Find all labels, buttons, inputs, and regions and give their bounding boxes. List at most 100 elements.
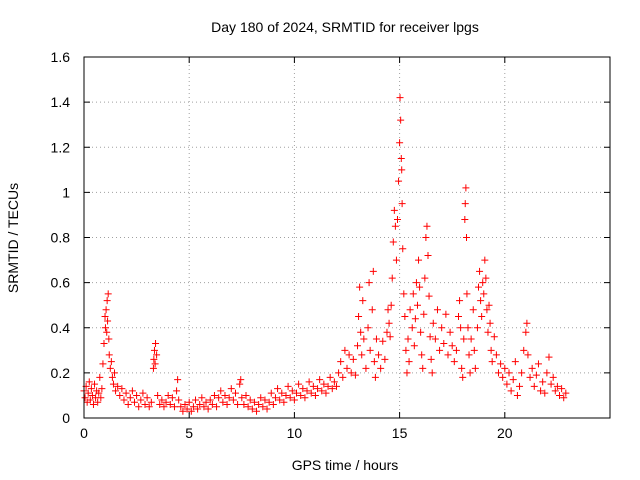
data-point xyxy=(418,351,426,359)
data-point xyxy=(400,290,408,298)
data-point xyxy=(463,234,471,241)
data-point xyxy=(295,380,303,388)
data-point xyxy=(403,369,411,377)
data-point xyxy=(488,358,496,366)
data-point xyxy=(284,382,292,390)
data-point xyxy=(547,380,555,388)
data-point xyxy=(108,373,116,381)
data-point xyxy=(259,403,267,411)
data-point xyxy=(179,407,187,415)
data-point xyxy=(227,385,235,393)
data-point xyxy=(215,394,223,402)
data-point xyxy=(112,387,120,395)
data-point xyxy=(253,407,261,415)
data-point xyxy=(318,387,326,395)
data-point xyxy=(358,351,366,359)
data-point xyxy=(244,403,252,411)
data-point xyxy=(111,369,119,377)
data-point xyxy=(357,328,365,336)
data-point xyxy=(412,279,420,287)
data-point xyxy=(99,360,107,368)
data-point xyxy=(522,328,530,336)
data-point xyxy=(149,364,157,372)
data-point xyxy=(478,312,486,320)
data-point xyxy=(398,166,406,174)
data-point xyxy=(467,335,475,343)
data-point xyxy=(208,400,216,408)
data-point xyxy=(541,389,549,397)
data-point xyxy=(242,391,250,399)
data-point xyxy=(481,256,489,264)
data-point xyxy=(518,369,526,377)
data-point xyxy=(118,385,126,393)
data-point xyxy=(104,290,112,298)
data-point xyxy=(391,222,399,230)
data-point xyxy=(532,371,540,379)
data-point xyxy=(257,394,265,402)
data-point xyxy=(278,389,286,397)
data-point xyxy=(314,385,322,393)
data-point xyxy=(339,373,347,381)
data-point xyxy=(553,382,561,390)
data-point xyxy=(269,400,277,408)
y-tick-label: 1.6 xyxy=(51,49,71,65)
data-point xyxy=(422,234,430,241)
data-point xyxy=(390,206,398,214)
data-point xyxy=(545,353,553,361)
x-tick-label: 15 xyxy=(392,425,408,441)
data-point xyxy=(415,256,423,264)
data-point xyxy=(479,279,487,287)
data-point xyxy=(530,382,538,390)
data-point xyxy=(461,200,469,208)
data-point xyxy=(513,391,521,399)
data-point xyxy=(429,319,437,327)
data-point xyxy=(202,398,210,406)
data-point xyxy=(562,389,570,397)
data-point xyxy=(452,346,460,354)
data-point xyxy=(181,400,189,408)
data-point xyxy=(337,358,345,366)
data-point xyxy=(398,200,406,208)
data-point xyxy=(356,283,364,291)
data-point xyxy=(231,389,239,397)
y-tick-label: 0.2 xyxy=(51,365,71,381)
y-tick-label: 0.8 xyxy=(51,230,71,246)
data-point xyxy=(370,358,378,366)
data-point xyxy=(395,177,403,185)
data-point xyxy=(160,403,168,411)
data-point xyxy=(288,387,296,395)
y-tick-label: 0 xyxy=(62,410,70,426)
data-point xyxy=(151,360,159,368)
data-point xyxy=(343,364,351,372)
data-point xyxy=(293,389,301,397)
data-point xyxy=(107,358,115,366)
data-point xyxy=(450,358,458,366)
data-point xyxy=(162,398,170,406)
data-point xyxy=(175,396,183,404)
data-point xyxy=(386,333,394,341)
data-point xyxy=(311,391,319,399)
y-tick-label: 1.4 xyxy=(51,94,71,110)
data-point xyxy=(471,364,479,372)
data-point xyxy=(507,387,515,395)
data-point xyxy=(89,400,97,408)
data-point xyxy=(420,310,428,318)
data-point xyxy=(401,312,409,320)
data-point xyxy=(301,394,309,402)
data-point xyxy=(206,396,214,404)
data-point xyxy=(389,238,397,246)
data-point xyxy=(128,387,136,395)
data-point xyxy=(139,389,147,397)
data-point xyxy=(97,394,105,402)
data-point xyxy=(332,382,340,390)
data-point xyxy=(497,360,505,368)
data-point xyxy=(237,376,245,384)
data-point xyxy=(463,290,471,298)
data-point xyxy=(368,306,376,314)
data-point xyxy=(200,403,208,411)
data-point xyxy=(365,279,373,287)
data-point xyxy=(393,215,401,223)
data-point xyxy=(130,398,138,406)
data-point xyxy=(100,340,108,348)
data-point xyxy=(351,371,359,379)
